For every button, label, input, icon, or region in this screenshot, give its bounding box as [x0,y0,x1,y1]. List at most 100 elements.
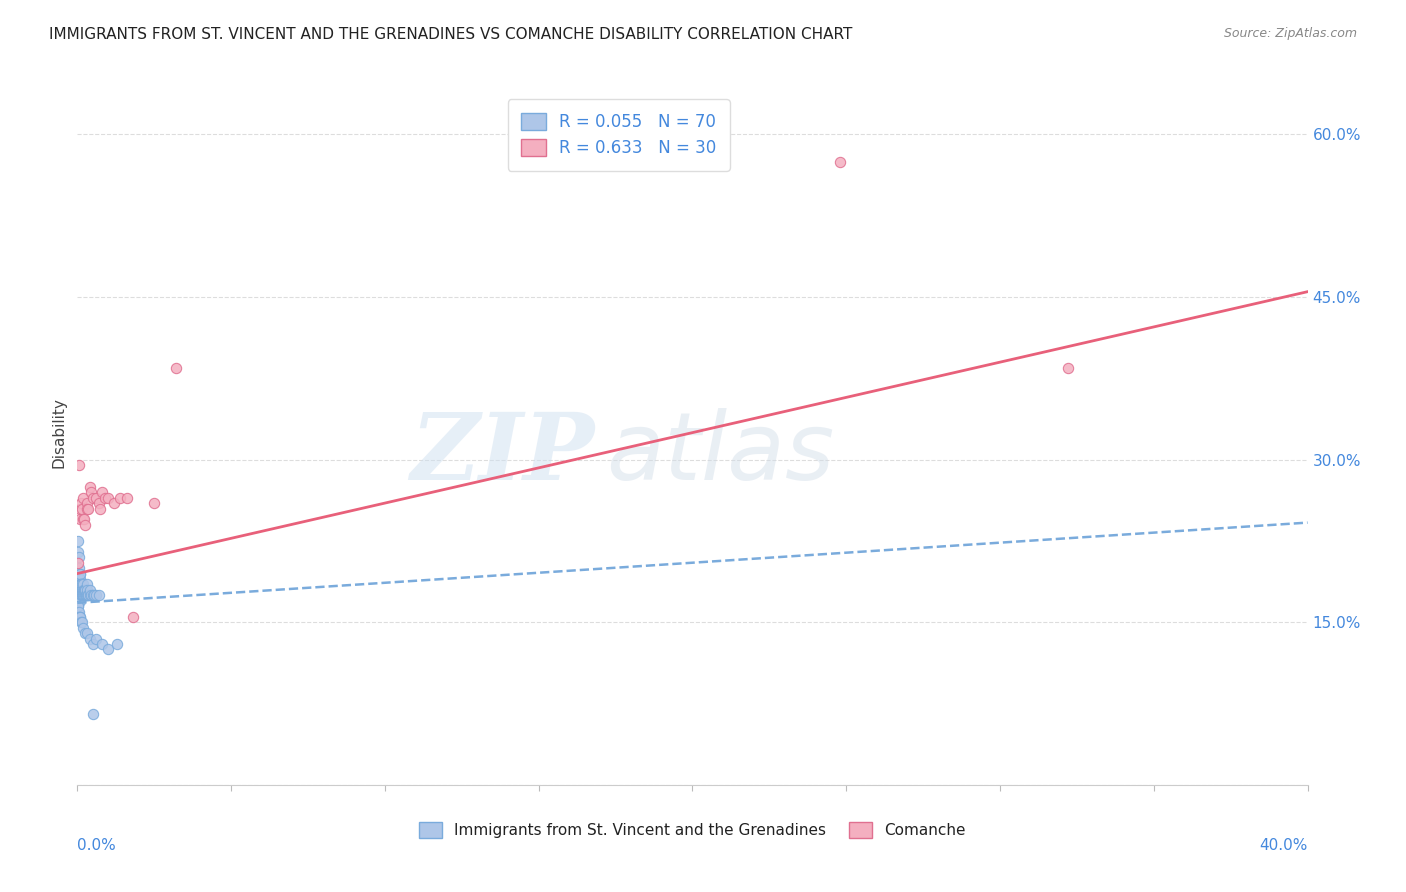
Point [70,582,93,597]
Point [70,588,93,602]
Point [89,501,111,516]
Point [69,588,91,602]
Point [143,496,166,510]
Point [87,496,110,510]
Point [73,582,96,597]
Point [69,582,91,597]
Point [103,496,125,510]
Point [84,491,107,505]
Point [84,588,107,602]
Text: Source: ZipAtlas.com: Source: ZipAtlas.com [1223,27,1357,40]
Point [79,582,101,597]
Point [76,626,98,640]
Point [73,512,96,526]
Point [72,621,94,635]
Point [69,566,91,581]
Point [1056,360,1078,375]
Point [73,582,96,597]
Point [72,577,94,591]
Point [90,485,114,500]
Point [75,588,97,602]
Point [72,588,94,602]
Point [66,605,89,619]
Point [79,588,101,602]
Point [69,582,91,597]
Point [75,582,97,597]
Point [70,496,93,510]
Point [72,588,94,602]
Point [70,577,93,591]
Point [76,577,98,591]
Point [72,512,94,526]
Point [73,588,96,602]
Point [76,588,98,602]
Point [66,599,89,613]
Point [70,577,93,591]
Point [67,561,90,575]
Point [67,566,90,581]
Point [121,610,143,624]
Point [94,491,117,505]
Point [73,588,96,602]
Point [80,588,103,602]
Text: IMMIGRANTS FROM ST. VINCENT AND THE GRENADINES VS COMANCHE DISABILITY CORRELATIO: IMMIGRANTS FROM ST. VINCENT AND THE GREN… [49,27,852,42]
Point [97,491,120,505]
Point [105,637,128,651]
Point [69,610,91,624]
Point [67,545,90,559]
Point [72,582,94,597]
Point [82,588,104,602]
Point [77,501,100,516]
Point [79,632,101,646]
Point [75,588,97,602]
Point [115,491,138,505]
Text: atlas: atlas [606,409,835,500]
Point [76,582,98,597]
Point [69,512,91,526]
Point [69,501,91,516]
Point [69,577,91,591]
Point [72,588,94,602]
Point [73,582,96,597]
Point [77,588,100,602]
Legend: Immigrants from St. Vincent and the Grenadines, Comanche: Immigrants from St. Vincent and the Gren… [413,816,972,844]
Point [69,572,91,586]
Point [830,154,852,169]
Point [67,458,90,472]
Point [70,577,93,591]
Point [69,577,91,591]
Point [67,610,90,624]
Point [66,556,89,570]
Point [97,642,120,657]
Point [67,610,90,624]
Point [82,491,104,505]
Point [67,605,90,619]
Point [70,615,93,630]
Point [82,637,104,651]
Point [69,572,91,586]
Point [70,588,93,602]
Text: 40.0%: 40.0% [1260,838,1308,853]
Point [70,582,93,597]
Point [67,550,90,565]
Point [165,360,187,375]
Point [80,485,103,500]
Point [90,637,114,651]
Point [76,496,98,510]
Point [84,632,107,646]
Point [76,501,98,516]
Point [69,593,91,607]
Point [67,577,90,591]
Point [83,588,105,602]
Point [73,626,96,640]
Text: 0.0%: 0.0% [77,838,117,853]
Point [76,588,98,602]
Point [70,615,93,630]
Point [66,534,89,549]
Point [67,572,90,586]
Point [69,610,91,624]
Text: ZIP: ZIP [409,409,595,499]
Point [72,491,94,505]
Point [67,599,90,613]
Point [70,501,93,516]
